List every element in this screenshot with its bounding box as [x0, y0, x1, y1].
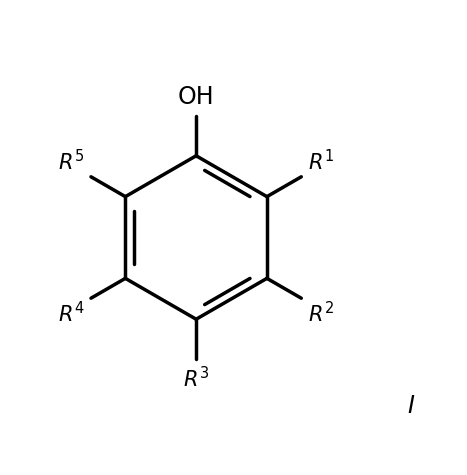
Text: I: I [408, 394, 414, 418]
Text: $R^4$: $R^4$ [57, 301, 84, 326]
Text: $R^5$: $R^5$ [58, 149, 84, 174]
Text: $R^3$: $R^3$ [183, 366, 209, 391]
Text: $R^1$: $R^1$ [308, 149, 334, 174]
Text: $R^2$: $R^2$ [308, 301, 334, 326]
Text: OH: OH [178, 85, 214, 109]
